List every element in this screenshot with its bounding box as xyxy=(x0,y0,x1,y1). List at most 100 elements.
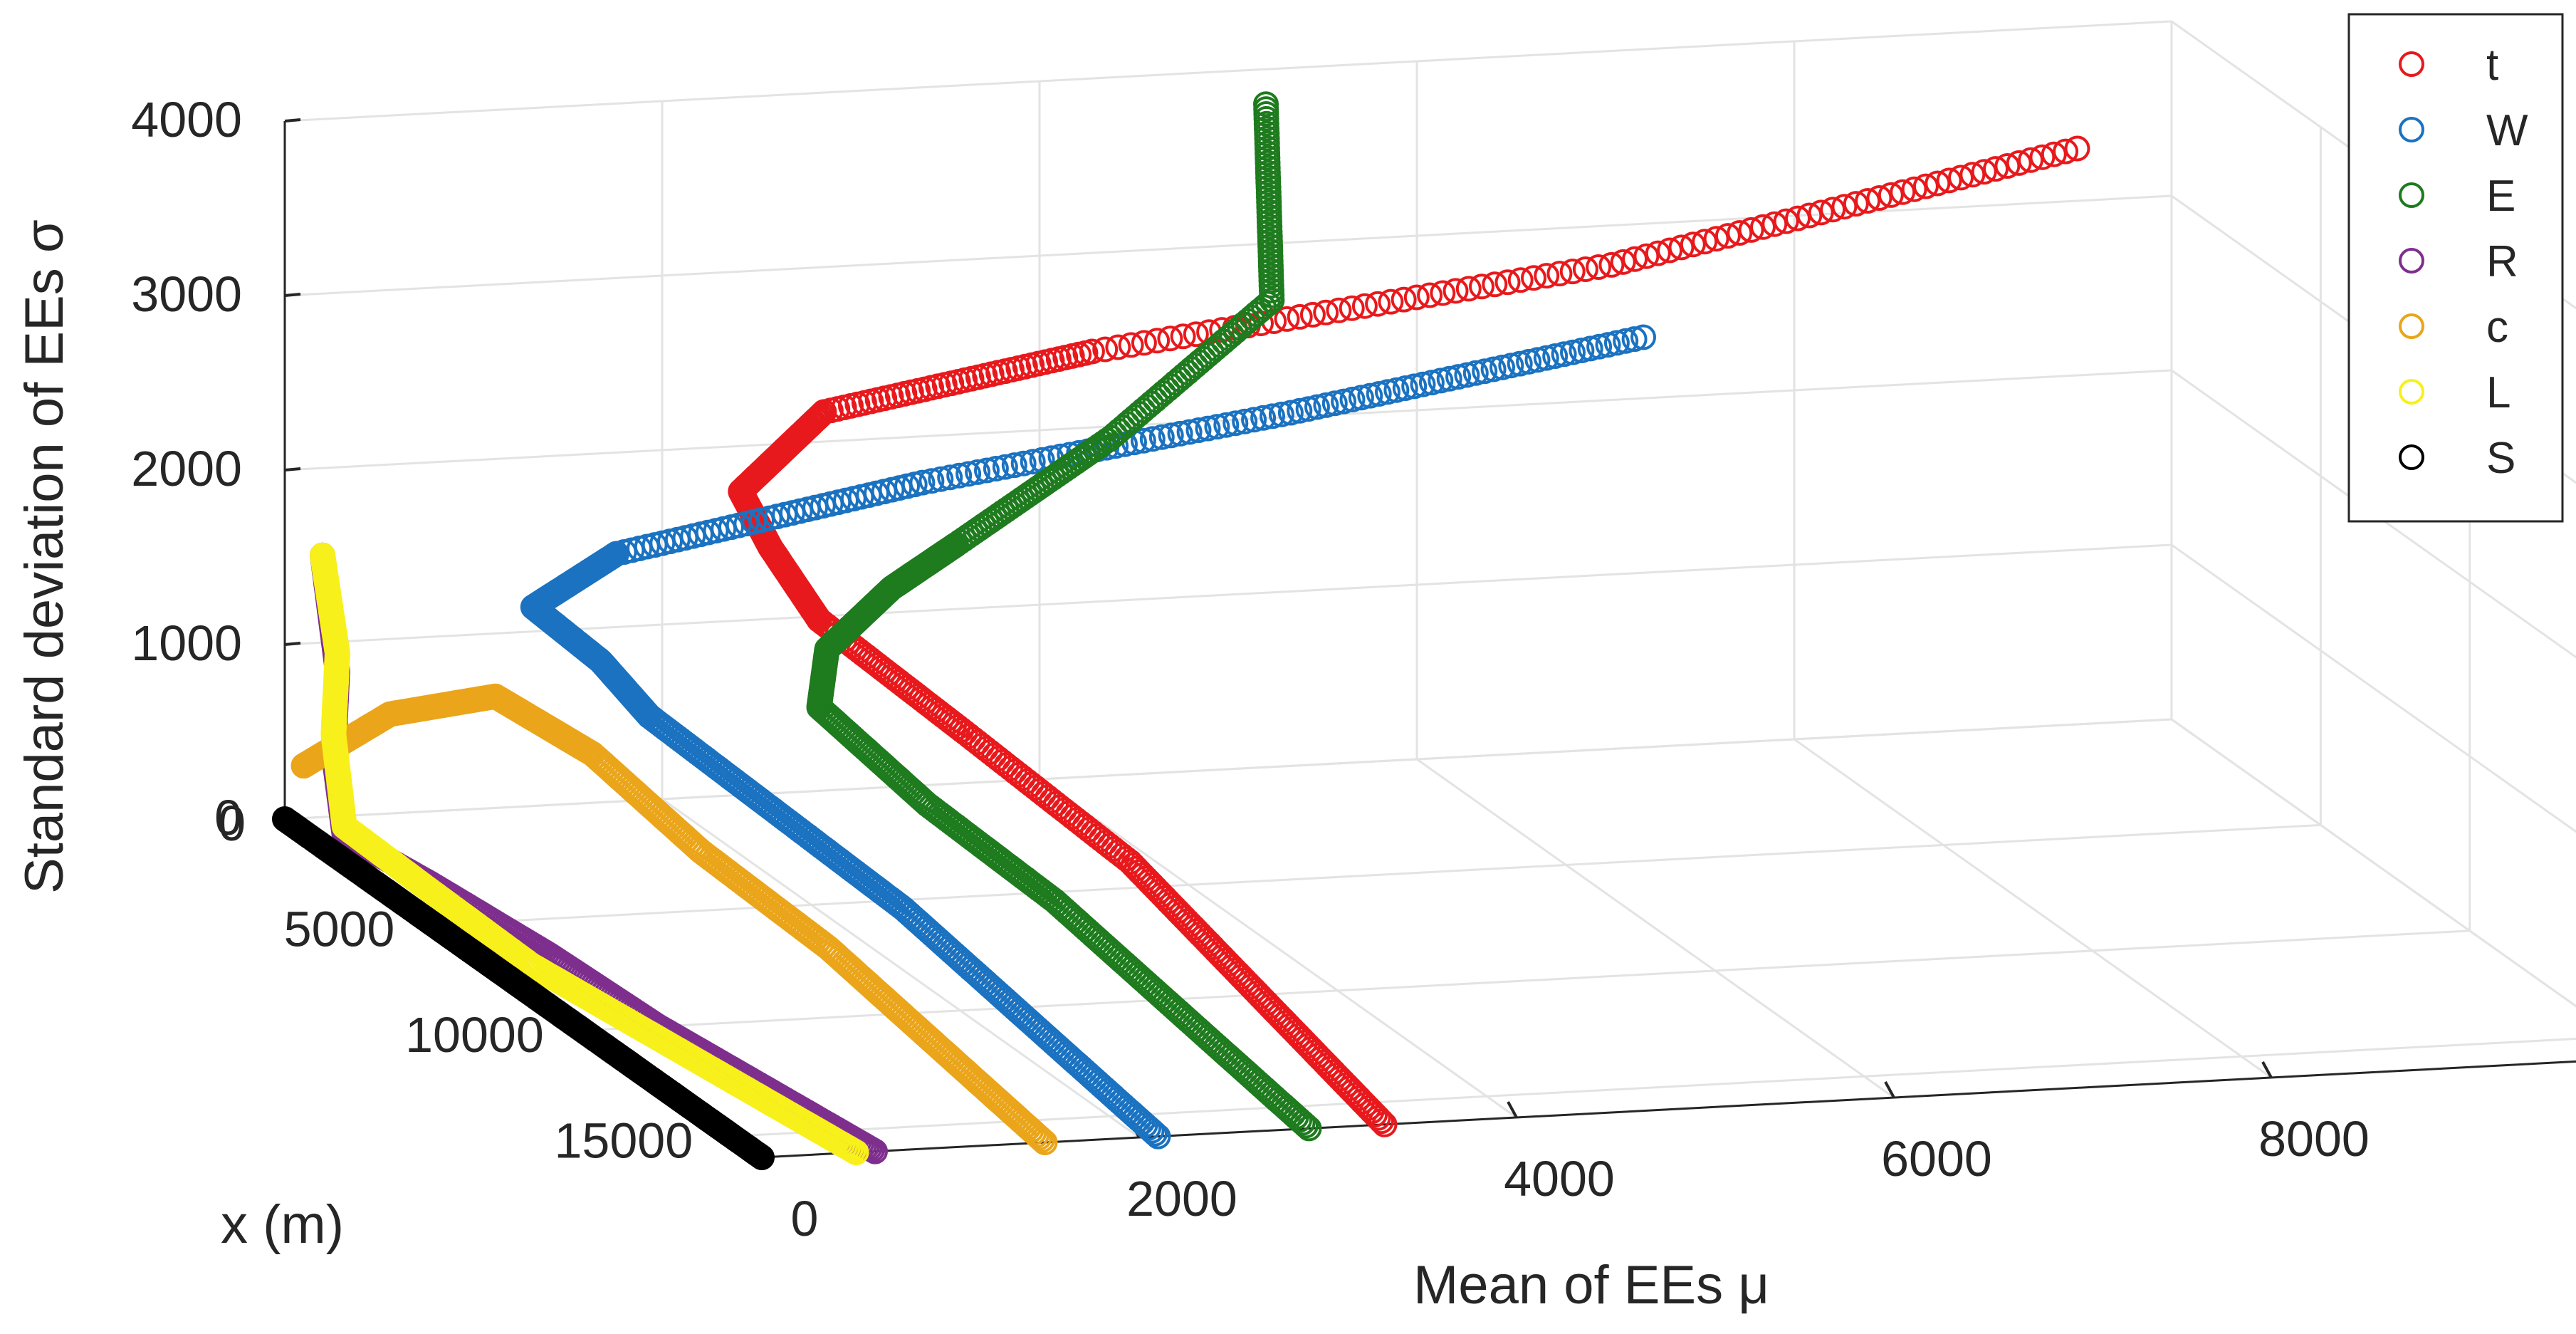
data-point xyxy=(1586,254,1612,280)
data-point xyxy=(1304,394,1330,420)
data-point xyxy=(1010,450,1037,476)
data-point xyxy=(1692,229,1718,255)
data-point xyxy=(1105,334,1131,360)
data-point xyxy=(1703,226,1729,252)
data-point xyxy=(1366,381,1392,407)
data-point xyxy=(1417,282,1443,308)
legend-label: W xyxy=(2486,106,2528,155)
data-point xyxy=(1260,403,1285,429)
y-tick-label: 8000 xyxy=(2258,1111,2370,1167)
data-point xyxy=(1866,185,1892,211)
data-point xyxy=(1551,341,1577,368)
data-point xyxy=(1613,328,1639,354)
data-point xyxy=(1645,240,1671,266)
series-W xyxy=(520,324,1656,1150)
legend-marker xyxy=(2399,117,2424,142)
backwall-gridline xyxy=(284,194,2172,297)
data-point xyxy=(1622,246,1648,272)
data-point xyxy=(1348,385,1374,411)
axes: 0500010000150000200040006000800010000010… xyxy=(131,92,2576,1246)
data-point xyxy=(1948,165,1974,191)
data-point xyxy=(1287,303,1313,330)
data-point xyxy=(1603,330,1630,356)
data-point xyxy=(1925,170,1951,197)
data-point xyxy=(1139,426,1166,452)
z-tick-label: 3000 xyxy=(131,266,242,322)
z-tick xyxy=(284,293,301,297)
floor-gridline xyxy=(434,823,2321,926)
data-point xyxy=(909,469,936,496)
data-point xyxy=(1339,386,1366,412)
data-point xyxy=(1253,91,1279,118)
data-point xyxy=(1542,343,1569,369)
series-E xyxy=(806,91,1322,1142)
data-point xyxy=(1971,159,1997,185)
x-axis-label: x (m) xyxy=(221,1194,344,1255)
y-tick-label: 6000 xyxy=(1881,1131,1992,1187)
data-point xyxy=(1321,390,1348,417)
z-tick xyxy=(284,642,301,646)
data-point xyxy=(1268,401,1294,427)
data-point xyxy=(1401,373,1428,400)
data-point xyxy=(1130,427,1156,454)
data-point xyxy=(1533,345,1559,371)
data-point xyxy=(1785,205,1811,231)
z-tick xyxy=(284,467,301,471)
data-point xyxy=(1560,339,1586,365)
data-point xyxy=(1232,408,1258,434)
data-point xyxy=(1657,237,1683,264)
series-S xyxy=(272,806,775,1170)
data-point xyxy=(1521,265,1546,291)
data-point xyxy=(1714,223,1741,249)
series-c xyxy=(290,683,1058,1155)
y-tick xyxy=(2261,1061,2273,1078)
data-point xyxy=(1295,396,1321,422)
data-point xyxy=(1144,328,1171,354)
data-point xyxy=(1727,220,1753,246)
data-point xyxy=(1287,397,1313,424)
data-point xyxy=(1274,306,1300,332)
data-point xyxy=(1572,256,1598,282)
data-point xyxy=(1391,286,1417,313)
series-L xyxy=(310,542,869,1165)
data-point xyxy=(1185,417,1212,443)
data-point xyxy=(1299,301,1326,328)
data-point xyxy=(1428,368,1454,394)
data-point xyxy=(2064,135,2090,162)
data-point xyxy=(2006,150,2032,176)
data-point xyxy=(1158,422,1184,449)
data-point xyxy=(1878,182,1904,208)
data-point xyxy=(1392,375,1418,401)
data-point xyxy=(1630,324,1656,350)
data-point xyxy=(1403,284,1430,311)
data-point xyxy=(1820,197,1846,223)
data-point xyxy=(1750,214,1776,240)
data-point xyxy=(937,464,963,491)
data-point xyxy=(1936,167,1962,194)
data-point xyxy=(918,468,945,494)
data-point xyxy=(1773,208,1799,234)
data-point xyxy=(1494,269,1521,296)
data-point xyxy=(1482,271,1508,298)
data-point xyxy=(1546,261,1573,287)
backwall-gridline xyxy=(284,20,2172,123)
data-point xyxy=(1250,405,1277,431)
data-point xyxy=(965,459,991,485)
legend-label: R xyxy=(2486,237,2518,286)
data-point xyxy=(2053,138,2079,165)
data-point xyxy=(1796,202,1823,229)
legend-marker xyxy=(2399,444,2424,470)
sidewall-gridline xyxy=(2171,369,2576,659)
data-point xyxy=(1761,211,1788,237)
data-point xyxy=(1357,382,1383,409)
data-series xyxy=(272,91,2090,1170)
data-point xyxy=(1890,179,1916,205)
y-axis-label: Mean of EEs μ xyxy=(1413,1255,1769,1315)
floor-gridline xyxy=(1794,738,2272,1079)
data-point xyxy=(1365,291,1391,317)
x-tick-label: 15000 xyxy=(554,1112,693,1168)
data-point xyxy=(1595,332,1621,358)
data-point xyxy=(1912,173,1939,199)
data-point xyxy=(946,462,973,489)
